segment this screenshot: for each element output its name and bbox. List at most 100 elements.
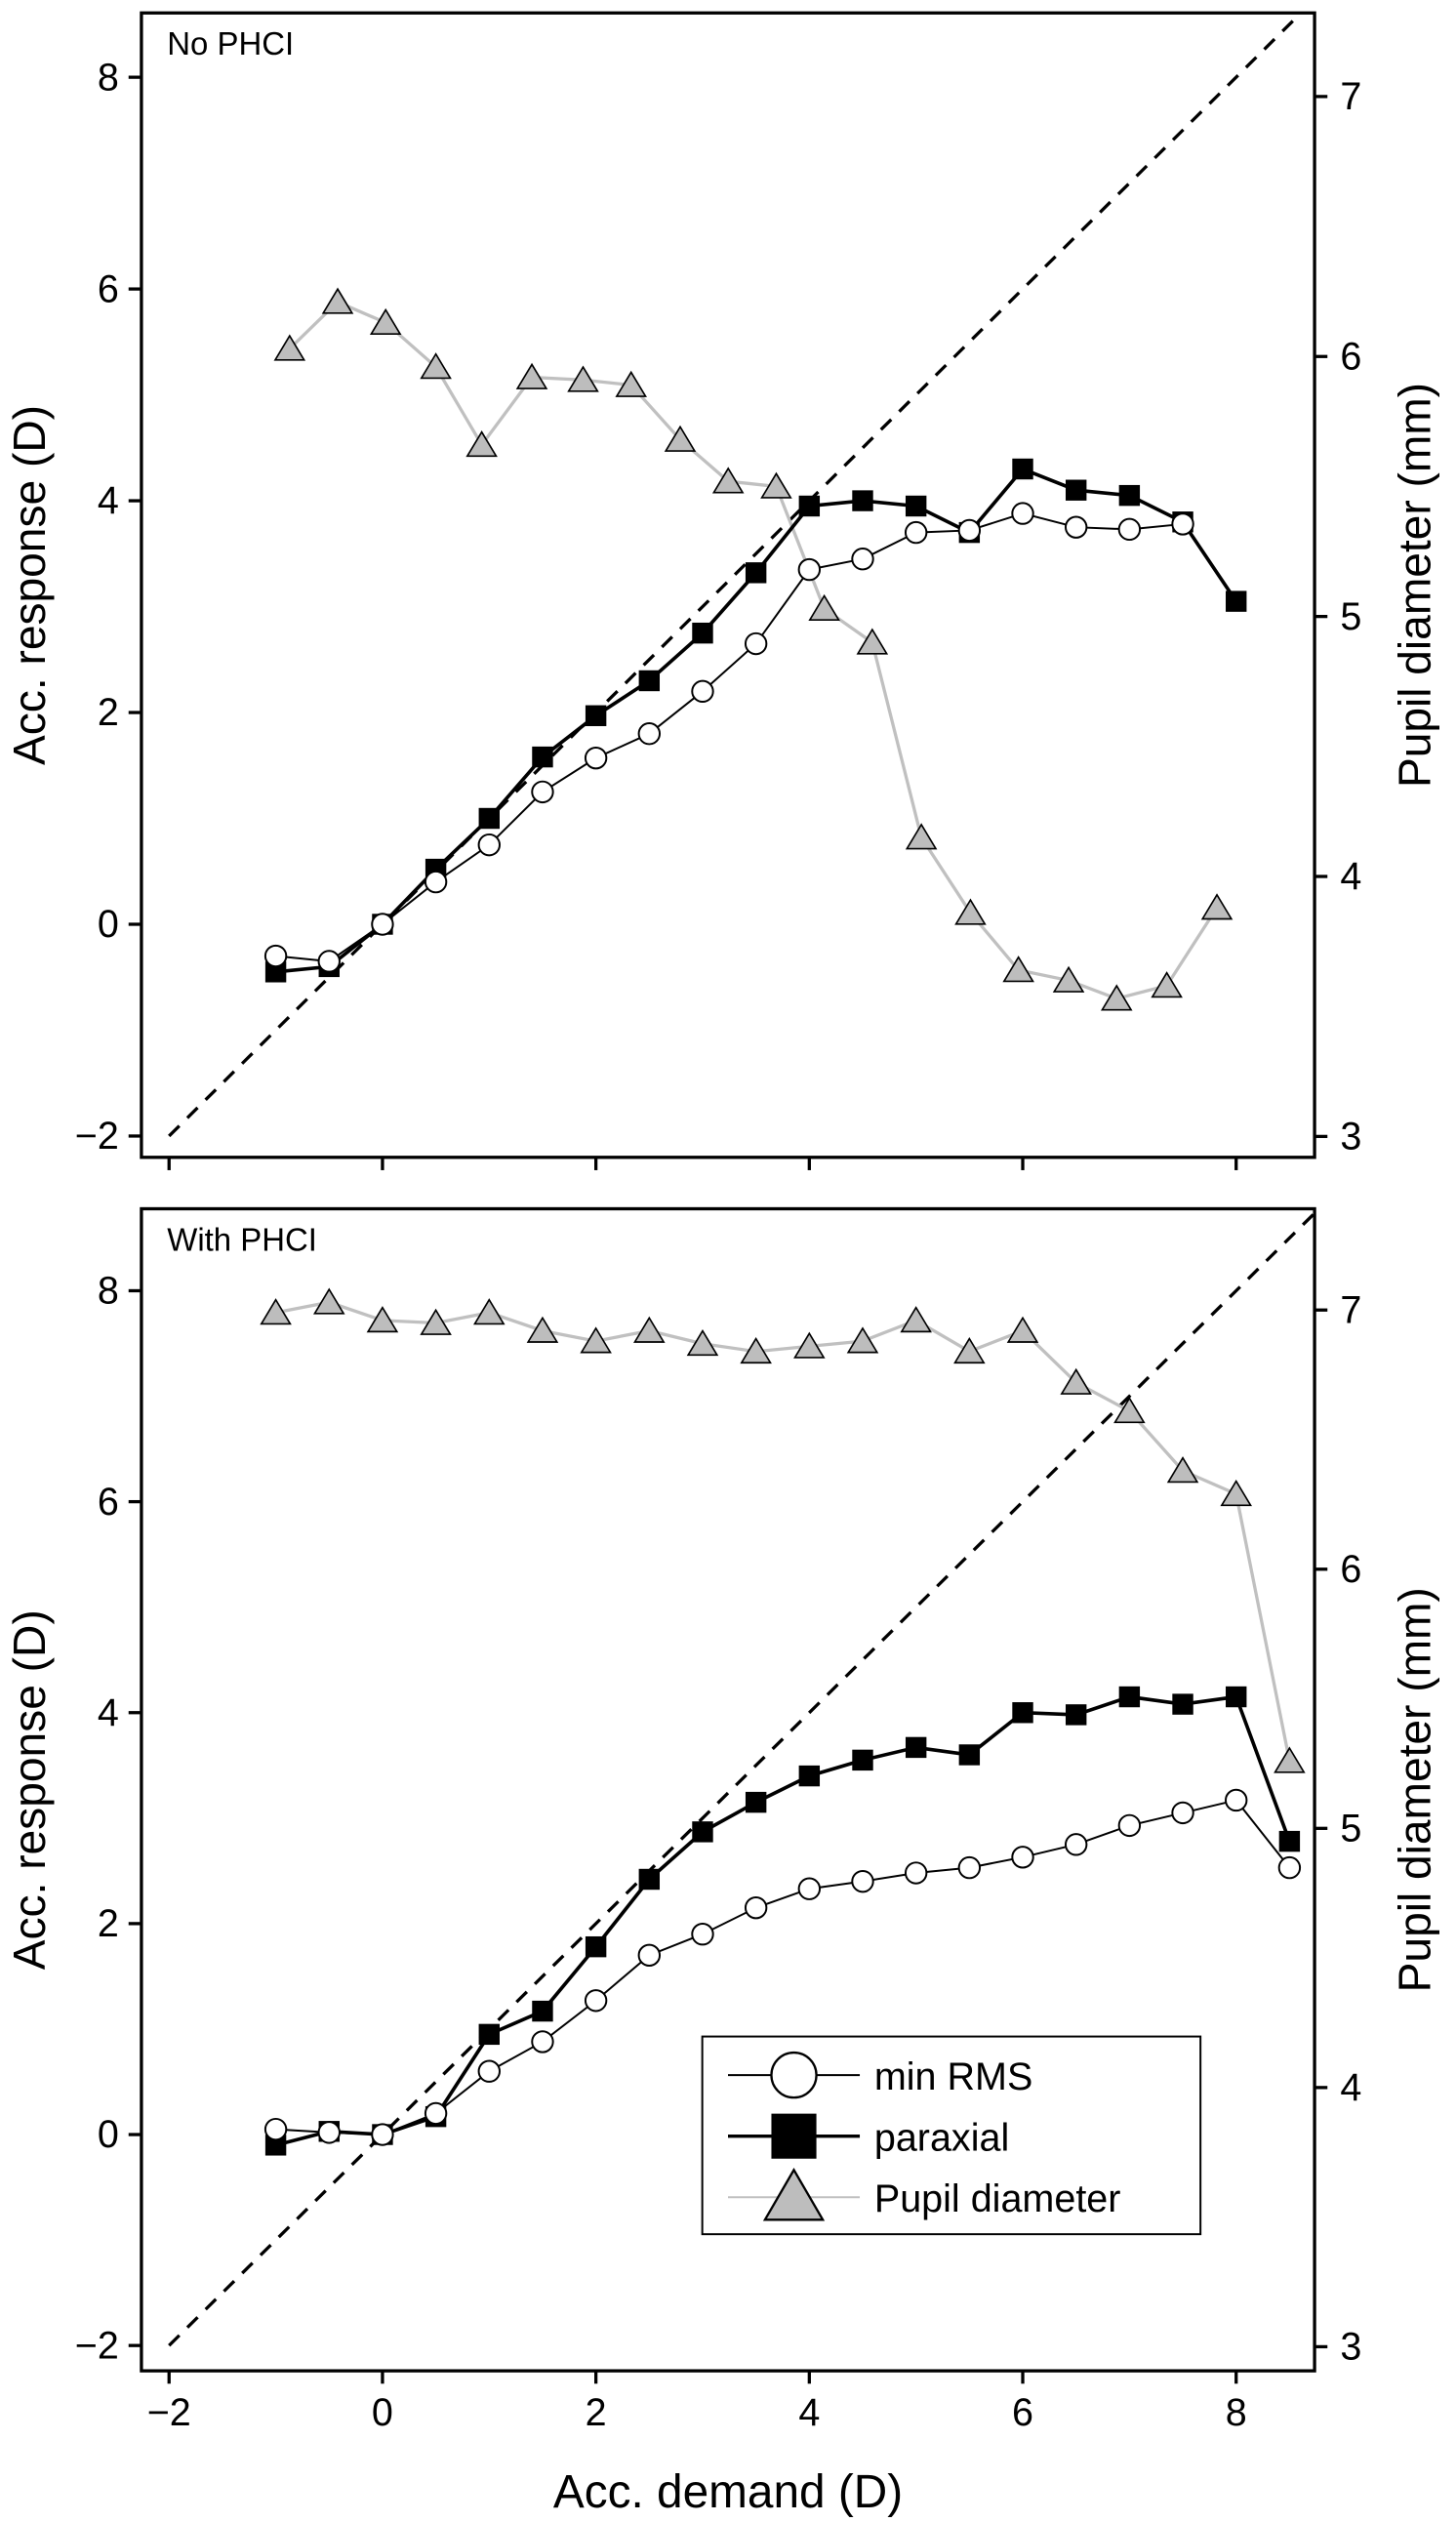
pupil-point (1220, 1479, 1252, 1507)
y2-tick-label: 3 (1340, 2326, 1361, 2369)
paraxial-point (478, 807, 500, 830)
min-rms-point (263, 944, 288, 968)
min-rms-point (904, 520, 928, 545)
pupil-point (1060, 1367, 1092, 1395)
paraxial-point (264, 961, 287, 983)
paraxial-point (638, 1868, 661, 1891)
y-axis-label: Acc. response (D) (4, 405, 55, 765)
pupil-point (420, 1308, 452, 1335)
paraxial-point (745, 1791, 767, 1813)
min-rms-point (797, 1877, 822, 1900)
min-rms-point (691, 1923, 714, 1946)
pupil-point (1151, 971, 1183, 998)
y-tick-label: 4 (98, 1691, 119, 1734)
pupil-point (1113, 1397, 1146, 1424)
y2-tick-label: 4 (1340, 2066, 1361, 2109)
paraxial-point (1226, 1686, 1247, 1708)
paraxial-point (1012, 458, 1033, 480)
paraxial-point (852, 1749, 873, 1771)
y-tick-label: 4 (98, 479, 119, 522)
paraxial-point (1118, 484, 1141, 507)
pupil-point (526, 1316, 559, 1343)
min-rms-point (1011, 502, 1034, 525)
pupil-point (900, 1306, 932, 1333)
paraxial-point (1278, 1830, 1301, 1852)
y-tick-label: 2 (98, 1902, 119, 1945)
paraxial-point (585, 705, 607, 726)
pupil-point (473, 1298, 506, 1325)
y2-tick-label: 5 (1340, 1807, 1361, 1850)
pupil-point (366, 1306, 399, 1333)
x-axis-label: Acc. demand (D) (553, 2466, 903, 2518)
pupil-point (1200, 893, 1234, 920)
min-rms-point (1117, 517, 1142, 542)
min-rms-point (371, 913, 394, 936)
x-tick-label: 6 (1012, 2391, 1033, 2434)
min-rms-point (637, 722, 661, 746)
pupil-point (515, 362, 548, 389)
paraxial-point (638, 670, 661, 692)
min-rms-point (1277, 1855, 1302, 1880)
pupil-point (740, 1336, 772, 1364)
legend-entry: Pupil diameter (874, 2177, 1121, 2220)
pupil-point (615, 370, 647, 397)
min-rms-point (584, 746, 608, 770)
min-rms-point (744, 1895, 768, 1920)
pupil-point (856, 628, 889, 655)
pupil-point (846, 1326, 879, 1354)
pupil-point (664, 425, 697, 452)
pupil-point (1100, 984, 1133, 1011)
pupil-point (260, 1298, 292, 1325)
pupil-point (273, 334, 306, 361)
min-rms-point (531, 2030, 554, 2054)
identity-line (168, 1210, 1315, 2347)
pupil-point (1002, 956, 1034, 983)
pupil-point (793, 1331, 826, 1359)
min-rms-point (744, 631, 768, 656)
pupil-point (953, 1336, 986, 1364)
pupil-point (711, 467, 745, 494)
pupil-point (1052, 965, 1085, 993)
series-line-pupil-diameter (288, 300, 1219, 1000)
y-tick-label: 8 (98, 56, 119, 99)
min-rms-point (1117, 1813, 1142, 1838)
y-axis-label: Acc. response (D) (4, 1609, 55, 1970)
x-tick-label: −2 (147, 2391, 191, 2434)
y-tick-label: 6 (98, 1481, 119, 1524)
pupil-point (465, 430, 498, 458)
legend-square-icon (771, 2113, 817, 2159)
x-tick-label: 2 (586, 2391, 607, 2434)
y-tick-label: 2 (98, 691, 119, 734)
min-rms-point (263, 2117, 288, 2141)
min-rms-point (851, 1869, 874, 1893)
min-rms-point (851, 548, 874, 571)
pupil-point (580, 1326, 612, 1354)
min-rms-point (1225, 1788, 1248, 1812)
y-tick-label: 8 (98, 1270, 119, 1313)
y-tick-label: 0 (98, 2113, 119, 2156)
paraxial-point (852, 490, 873, 511)
plot-frame (140, 1206, 1316, 2373)
paraxial-point (745, 562, 767, 584)
paraxial-point (585, 1935, 607, 1958)
paraxial-point (905, 495, 927, 517)
legend-circle-icon (770, 2051, 818, 2099)
min-rms-point (691, 679, 714, 704)
series-line-paraxial (275, 467, 1238, 974)
y-tick-label: −2 (75, 1115, 119, 1158)
pupil-point (686, 1328, 719, 1357)
paraxial-point (958, 1744, 981, 1766)
min-rms-point (317, 2121, 341, 2144)
x-tick-label: 8 (1226, 2391, 1247, 2434)
panel-label: No PHCI (167, 25, 294, 61)
pupil-point (1006, 1316, 1039, 1343)
legend-entry: paraxial (874, 2117, 1009, 2160)
panel-with-phci: −2 0 2 4 6 8 3 4 5 6 7 −2 0 2 4 6 8 Acc. response (D) Pupi… (4, 1206, 1440, 2434)
plot-frame (140, 11, 1316, 1159)
pupil-point (321, 287, 354, 314)
min-rms-point (424, 2101, 448, 2126)
pupil-point (633, 1316, 666, 1343)
min-rms-point (1011, 1846, 1034, 1869)
paraxial-point (798, 1765, 821, 1787)
paraxial-point (1065, 1704, 1087, 1726)
